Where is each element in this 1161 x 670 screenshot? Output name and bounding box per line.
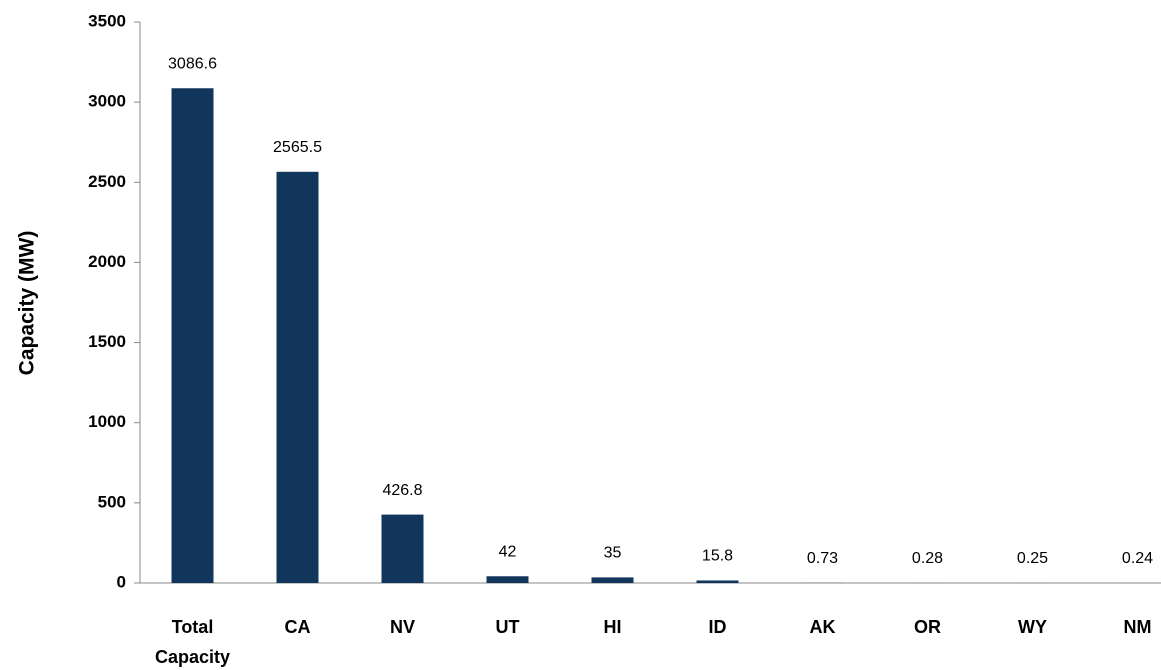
x-tick-label: HI — [603, 617, 622, 637]
x-tick-label: WY — [1018, 617, 1047, 637]
x-tick-label: Total Capacity — [154, 617, 231, 667]
y-tick-label: 500 — [98, 492, 126, 511]
y-tick-label: 2000 — [88, 252, 126, 271]
value-label: 0.24 — [1122, 550, 1153, 567]
x-tick-label: NV — [389, 617, 415, 637]
value-label: 0.25 — [1017, 550, 1048, 567]
value-label: 2565.5 — [273, 139, 322, 156]
y-tick-label: 3500 — [88, 11, 126, 30]
bar — [171, 88, 214, 583]
x-tick-label: NM — [1123, 617, 1152, 637]
y-tick-label: 1500 — [88, 332, 126, 351]
y-tick-label: 3000 — [88, 92, 126, 111]
bar — [381, 514, 424, 583]
y-tick-label: 2500 — [88, 172, 126, 191]
x-tick-label: ID — [708, 617, 727, 637]
y-tick-label: 0 — [117, 572, 126, 591]
x-tick-label: AK — [809, 617, 836, 637]
bar — [276, 171, 319, 584]
x-tick-label: UT — [495, 617, 520, 637]
value-label: 42 — [499, 543, 517, 560]
x-tick-label: OR — [914, 617, 941, 637]
bar — [486, 576, 529, 583]
value-label: 15.8 — [702, 548, 733, 565]
value-label: 3086.6 — [168, 55, 217, 72]
value-label: 35 — [604, 545, 622, 562]
y-tick-label: 1000 — [88, 412, 126, 431]
value-label: 0.28 — [912, 550, 943, 567]
bar — [696, 580, 739, 583]
x-tick-label: CA — [284, 617, 311, 637]
bar — [591, 577, 634, 583]
y-axis-label: Capacity (MW) — [16, 231, 39, 376]
value-label: 0.73 — [807, 550, 838, 567]
value-label: 426.8 — [382, 482, 422, 499]
